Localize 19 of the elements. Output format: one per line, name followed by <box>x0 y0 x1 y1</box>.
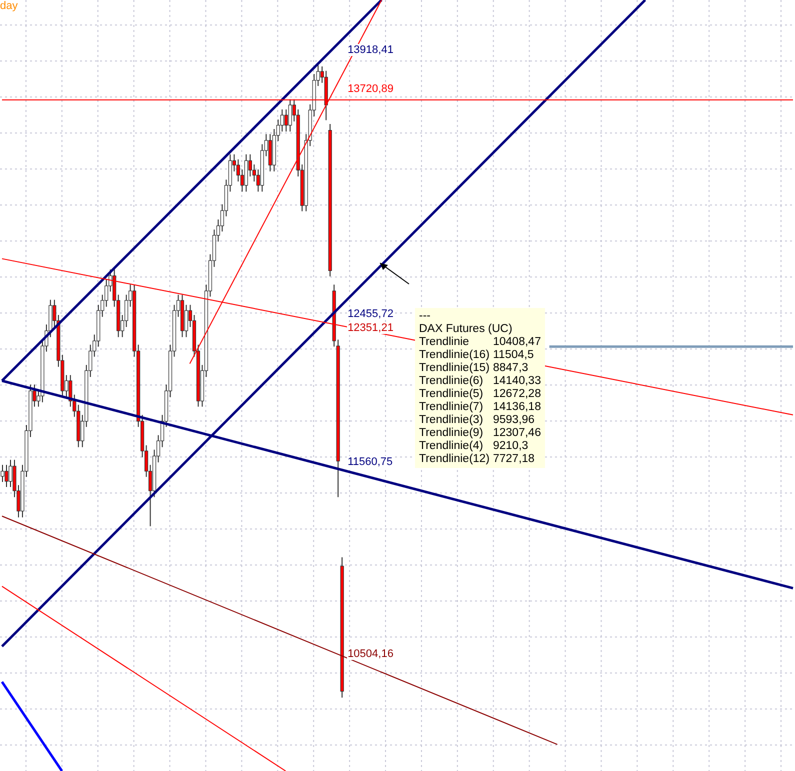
annotation: Trendlinie(15) 8847,3 <box>419 362 528 375</box>
annotation: Trendlinie(16) 11504,5 <box>419 349 534 362</box>
annotation: 12351,21 <box>346 322 394 334</box>
annotation: Trendlinie(9) 12307,46 <box>419 427 541 440</box>
annotation: Trendlinie(4) 9210,3 <box>419 440 528 453</box>
annotation: Trendlinie(6) 14140,33 <box>419 375 541 388</box>
annotation: 11560,75 <box>346 456 394 468</box>
text: day <box>0 0 18 12</box>
annotation: 10504,16 <box>346 648 394 660</box>
annotation: 13720,89 <box>346 83 394 95</box>
text: Trendlinie 10408,47 <box>419 336 541 348</box>
annotation: 12455,72 <box>346 308 394 320</box>
annotation: Trendlinie(3) 9593,96 <box>419 414 535 427</box>
annotation: DAX Futures (UC) <box>419 323 514 336</box>
text: 13918,41 <box>346 44 394 56</box>
annotation: Trendlinie(5) 12672,28 <box>419 388 541 401</box>
annotation: Trendlinie(7) 14136,18 <box>419 401 541 414</box>
annotation: --- <box>419 310 432 323</box>
annotation: Trendlinie(12) 7727,18 <box>419 453 535 466</box>
